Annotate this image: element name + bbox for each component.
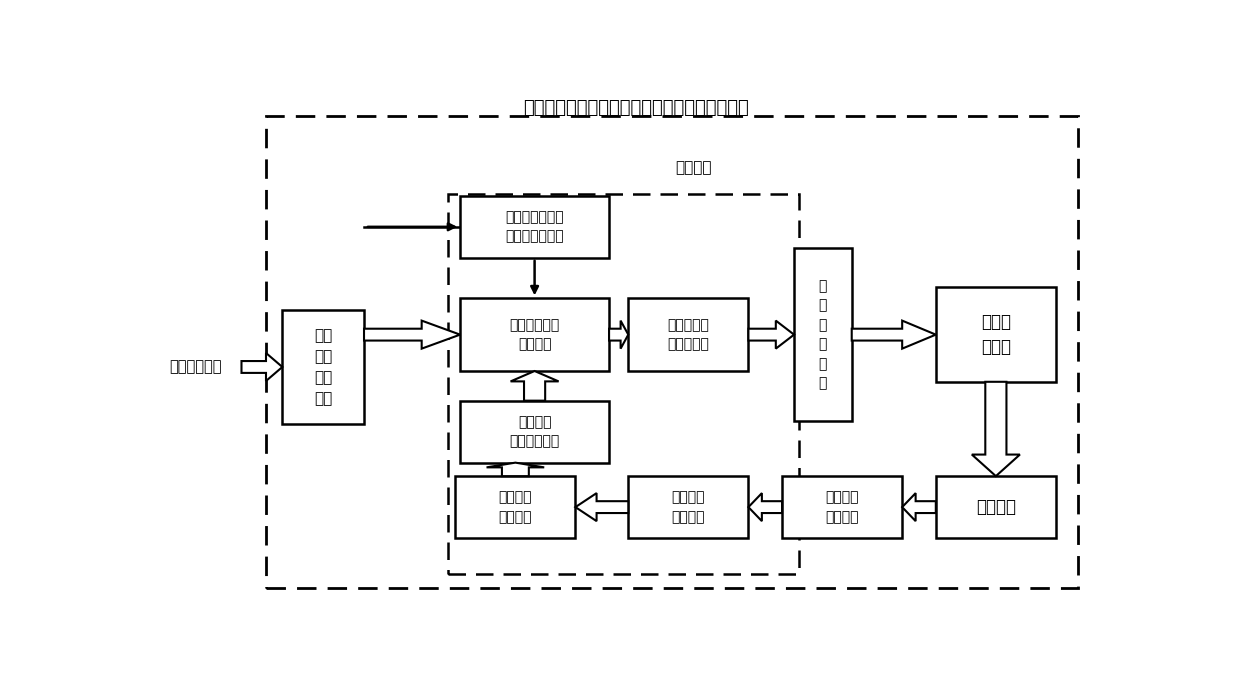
- Polygon shape: [575, 493, 629, 521]
- Bar: [629, 298, 749, 371]
- Text: 位置信号
采样模块: 位置信号 采样模块: [826, 491, 859, 524]
- Bar: [460, 298, 609, 371]
- Bar: [460, 400, 609, 463]
- Polygon shape: [749, 493, 782, 521]
- Polygon shape: [609, 321, 629, 349]
- Text: 微型步进电机驱动的集成式比例型滑阀控制系统: 微型步进电机驱动的集成式比例型滑阀控制系统: [522, 99, 749, 118]
- Text: 控制
信号
输入
模块: 控制 信号 输入 模块: [314, 328, 332, 406]
- Polygon shape: [852, 321, 936, 349]
- Text: 微型步进电机
控制模块: 微型步进电机 控制模块: [510, 318, 559, 351]
- Text: 比例滑阀
位置判断模块: 比例滑阀 位置判断模块: [510, 415, 559, 449]
- Polygon shape: [972, 382, 1019, 476]
- Text: 处理模块: 处理模块: [675, 160, 712, 175]
- Polygon shape: [242, 353, 283, 381]
- Polygon shape: [511, 371, 559, 400]
- Text: 微型步
进电机: 微型步 进电机: [981, 313, 1011, 356]
- Bar: [448, 195, 799, 575]
- Text: 脉宽调制信
号输出模块: 脉宽调制信 号输出模块: [667, 318, 709, 351]
- Text: 微型步进电机转
动参数计算模块: 微型步进电机转 动参数计算模块: [505, 210, 564, 244]
- Bar: [782, 476, 903, 538]
- Bar: [629, 476, 749, 538]
- Text: 模拟信号
输入模块: 模拟信号 输入模块: [498, 491, 532, 524]
- Bar: [936, 288, 1056, 382]
- Polygon shape: [749, 321, 794, 349]
- Polygon shape: [486, 463, 544, 476]
- Bar: [936, 476, 1056, 538]
- Text: 功
率
驱
动
模
块: 功 率 驱 动 模 块: [818, 279, 827, 391]
- Bar: [460, 196, 609, 258]
- Text: 控制输入信号: 控制输入信号: [169, 360, 222, 374]
- Text: 比例滑阀: 比例滑阀: [976, 498, 1016, 516]
- Polygon shape: [903, 493, 936, 521]
- Bar: [455, 476, 575, 538]
- Bar: [283, 310, 365, 424]
- Text: 模拟信号
调理模块: 模拟信号 调理模块: [672, 491, 706, 524]
- Polygon shape: [365, 321, 460, 349]
- Bar: [794, 248, 852, 421]
- Bar: [265, 116, 1078, 588]
